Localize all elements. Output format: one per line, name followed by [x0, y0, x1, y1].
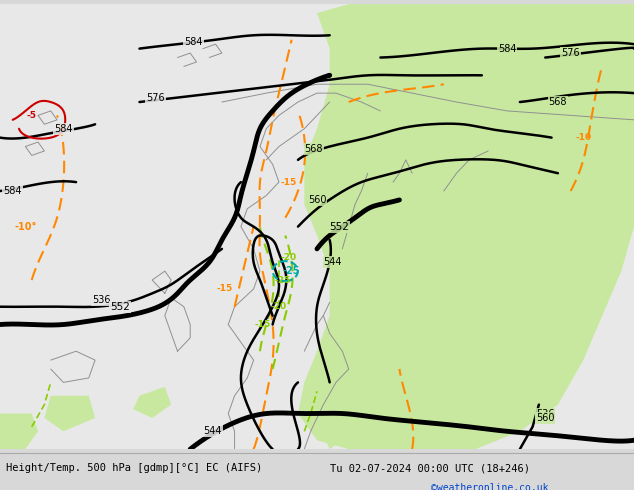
Text: -25: -25 — [274, 275, 290, 285]
Text: 584: 584 — [54, 124, 73, 134]
Polygon shape — [133, 387, 171, 418]
Text: 576: 576 — [146, 93, 165, 102]
Text: 584: 584 — [184, 37, 203, 47]
Text: -10: -10 — [575, 133, 592, 142]
Text: 536: 536 — [536, 409, 555, 418]
Text: -5: -5 — [27, 111, 37, 120]
Text: -15: -15 — [217, 284, 233, 294]
Text: ©weatheronline.co.uk: ©weatheronline.co.uk — [431, 483, 548, 490]
Text: 552: 552 — [329, 221, 349, 232]
Text: -15: -15 — [255, 320, 271, 329]
Text: Tu 02-07-2024 00:00 UTC (18+246): Tu 02-07-2024 00:00 UTC (18+246) — [330, 463, 529, 473]
Polygon shape — [298, 4, 634, 449]
Text: 568: 568 — [304, 144, 323, 154]
Text: -20: -20 — [271, 302, 287, 311]
Text: 584: 584 — [3, 186, 22, 196]
Text: 576: 576 — [561, 48, 580, 58]
Text: 560: 560 — [307, 195, 327, 205]
Text: -20: -20 — [280, 253, 297, 262]
Text: 536: 536 — [92, 295, 111, 305]
Text: Height/Temp. 500 hPa [gdmp][°C] EC (AIFS): Height/Temp. 500 hPa [gdmp][°C] EC (AIFS… — [6, 463, 262, 473]
Polygon shape — [44, 396, 95, 431]
Text: -10°: -10° — [14, 221, 37, 232]
Text: 544: 544 — [323, 257, 342, 267]
Polygon shape — [323, 405, 361, 449]
Text: 544: 544 — [203, 426, 222, 436]
Polygon shape — [0, 414, 38, 449]
Text: 560: 560 — [536, 413, 555, 423]
Text: 584: 584 — [498, 44, 517, 53]
Text: 568: 568 — [548, 97, 567, 107]
Text: -25: -25 — [283, 266, 301, 276]
Text: 552: 552 — [110, 302, 131, 312]
Text: -15: -15 — [280, 177, 297, 187]
